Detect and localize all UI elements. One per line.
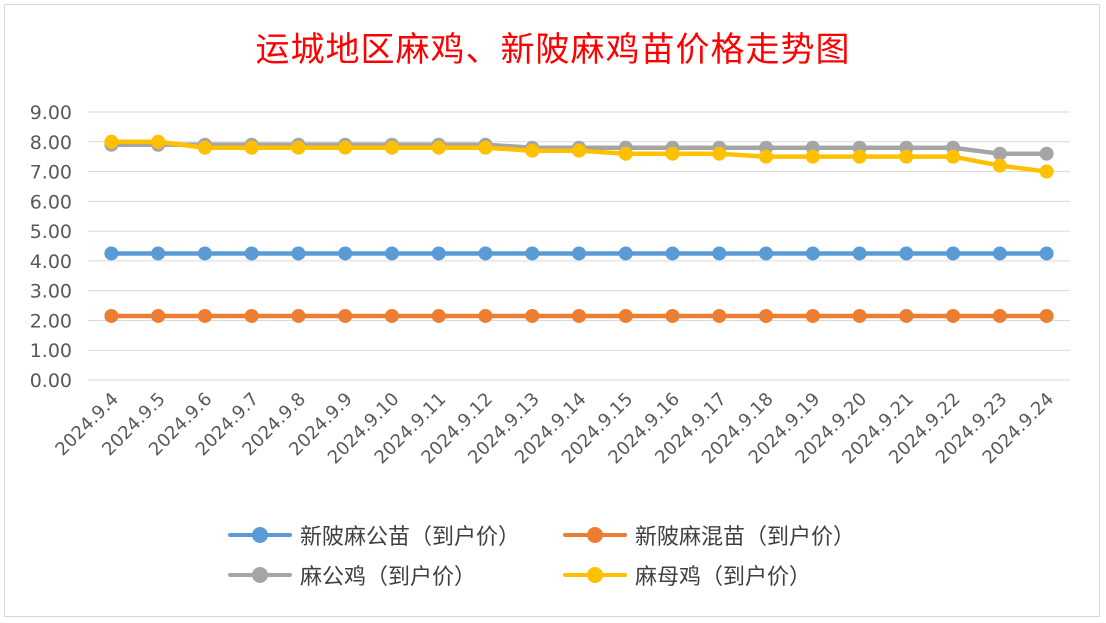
y-tick-label-7: 7.00 xyxy=(30,162,72,184)
series-1-point-7 xyxy=(431,246,446,261)
legend-item-3: 麻公鸡（到户价） xyxy=(228,558,476,592)
y-tick-label-6: 6.00 xyxy=(30,191,72,213)
y-tick-label-5: 5.00 xyxy=(30,221,72,243)
series-2-point-4 xyxy=(291,308,306,323)
series-1-point-9 xyxy=(525,246,540,261)
series-2-point-1 xyxy=(151,308,166,323)
legend-swatch-1 xyxy=(228,525,292,545)
y-tick-label-9: 9.00 xyxy=(30,102,72,124)
series-4-point-13 xyxy=(712,146,727,161)
series-2-point-17 xyxy=(899,308,914,323)
legend-item-4: 麻母鸡（到户价） xyxy=(563,558,811,592)
series-2-point-9 xyxy=(525,308,540,323)
series-1-point-14 xyxy=(759,246,774,261)
series-1-point-13 xyxy=(712,246,727,261)
series-3-point-19 xyxy=(992,146,1007,161)
series-4-point-15 xyxy=(805,149,820,164)
series-2-point-8 xyxy=(478,308,493,323)
series-4-point-10 xyxy=(572,143,586,158)
series-2-point-14 xyxy=(759,308,774,323)
series-2-point-18 xyxy=(946,308,961,323)
series-4-point-16 xyxy=(852,149,867,164)
series-1-point-2 xyxy=(197,246,212,261)
y-tick-label-1: 1.00 xyxy=(30,340,72,362)
series-4-point-3 xyxy=(244,140,259,155)
series-4-point-6 xyxy=(384,140,399,155)
legend-swatch-2 xyxy=(563,525,627,545)
legend-item-1: 新陂麻公苗（到户价） xyxy=(228,518,520,552)
series-4-point-8 xyxy=(478,140,493,155)
series-4-point-11 xyxy=(618,146,633,161)
y-tick-label-4: 4.00 xyxy=(30,251,72,273)
series-4-point-1 xyxy=(151,134,166,149)
legend-swatch-4 xyxy=(563,565,627,585)
series-1-point-20 xyxy=(1039,246,1054,261)
series-1-point-18 xyxy=(946,246,961,261)
series-4-point-20 xyxy=(1039,164,1054,179)
series-1-point-11 xyxy=(618,246,633,261)
series-2-point-13 xyxy=(712,308,727,323)
series-4-point-12 xyxy=(665,146,680,161)
series-3-point-20 xyxy=(1039,146,1054,161)
series-2-point-16 xyxy=(852,308,867,323)
series-2-point-5 xyxy=(338,308,353,323)
series-2-point-20 xyxy=(1039,308,1054,323)
series-1-point-4 xyxy=(291,246,306,261)
series-4-point-7 xyxy=(431,140,446,155)
series-1-point-19 xyxy=(992,246,1007,261)
series-4-point-17 xyxy=(899,149,914,164)
series-1-point-12 xyxy=(665,246,680,261)
series-4-point-14 xyxy=(759,149,774,164)
series-1-point-8 xyxy=(478,246,493,261)
legend-label-2: 新陂麻混苗（到户价） xyxy=(635,525,856,550)
series-4-point-2 xyxy=(197,140,212,155)
series-4-point-9 xyxy=(525,143,540,158)
series-2-point-12 xyxy=(665,308,680,323)
series-1-point-16 xyxy=(852,246,867,261)
chart-frame xyxy=(4,4,1100,617)
y-tick-label-0: 0.00 xyxy=(30,370,72,392)
series-4-point-0 xyxy=(104,134,119,149)
series-2-point-3 xyxy=(244,308,259,323)
series-2-point-10 xyxy=(572,308,586,323)
series-4-point-4 xyxy=(291,140,306,155)
series-2-point-6 xyxy=(384,308,399,323)
y-tick-label-3: 3.00 xyxy=(30,281,72,303)
series-1-point-5 xyxy=(338,246,353,261)
series-1-point-15 xyxy=(805,246,820,261)
series-2-point-0 xyxy=(104,308,119,323)
series-1-point-3 xyxy=(244,246,259,261)
legend-swatch-3 xyxy=(228,565,292,585)
series-4-point-18 xyxy=(946,149,961,164)
series-2-point-19 xyxy=(992,308,1007,323)
legend-label-1: 新陂麻公苗（到户价） xyxy=(300,525,521,550)
series-1-point-17 xyxy=(899,246,914,261)
series-1-point-0 xyxy=(104,246,119,261)
series-2-point-2 xyxy=(197,308,212,323)
series-2-point-11 xyxy=(618,308,633,323)
series-2-point-7 xyxy=(431,308,446,323)
series-1-point-6 xyxy=(384,246,399,261)
y-tick-label-2: 2.00 xyxy=(30,310,72,332)
legend-label-3: 麻公鸡（到户价） xyxy=(300,565,477,590)
series-4-point-5 xyxy=(338,140,353,155)
series-4-point-19 xyxy=(992,158,1007,173)
legend-label-4: 麻母鸡（到户价） xyxy=(635,565,812,590)
chart-title: 运城地区麻鸡、新陂麻鸡苗价格走势图 xyxy=(255,30,851,70)
legend-item-2: 新陂麻混苗（到户价） xyxy=(563,518,855,552)
series-1-point-1 xyxy=(151,246,166,261)
y-tick-label-8: 8.00 xyxy=(30,132,72,154)
series-2-point-15 xyxy=(805,308,820,323)
series-1-point-10 xyxy=(572,246,586,261)
